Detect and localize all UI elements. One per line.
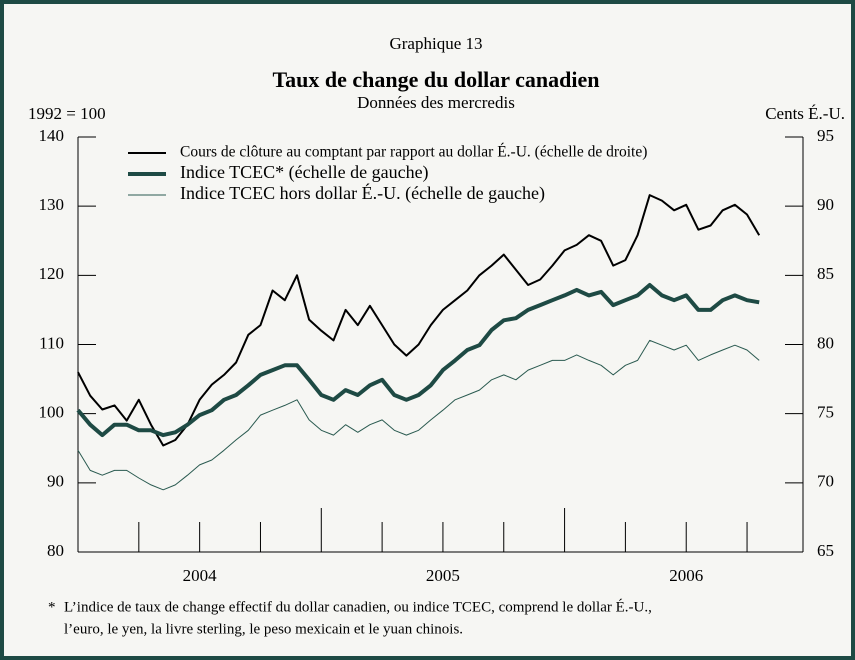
footnote: l’euro, le yen, la livre sterling, le pe… — [64, 621, 463, 637]
y-tick-label: 110 — [39, 333, 64, 352]
x-tick-label: 2006 — [669, 566, 703, 585]
series-line — [76, 283, 760, 438]
y2-tick-label: 70 — [817, 472, 834, 491]
series-line — [77, 194, 761, 447]
y2-tick-label: 95 — [817, 126, 834, 145]
x-tick-label: 2005 — [426, 566, 460, 585]
y-tick-label: 120 — [39, 264, 65, 283]
y-tick-label: 80 — [47, 541, 64, 560]
footnote: L’indice de taux de change effectif du d… — [64, 598, 652, 615]
y2-tick-label: 65 — [817, 541, 834, 560]
y2-tick-label: 75 — [817, 403, 834, 422]
chart-title: Taux de change du dollar canadien — [272, 67, 599, 92]
chart-subtitle: Données des mercredis — [357, 93, 515, 112]
y2-tick-label: 90 — [817, 195, 834, 214]
legend-label: Indice TCEC* (échelle de gauche) — [180, 162, 429, 183]
y2-axis-label: Cents É.-U. — [765, 104, 845, 123]
y-tick-label: 130 — [39, 195, 65, 214]
series-line — [77, 339, 760, 491]
legend-label: Indice TCEC hors dollar É.-U. (échelle d… — [180, 182, 545, 204]
y-tick-label: 90 — [47, 472, 64, 491]
chart-label: Graphique 13 — [389, 34, 482, 53]
footnote-mark: * — [48, 599, 56, 615]
y-axis-label: 1992 = 100 — [28, 104, 106, 123]
y-tick-label: 100 — [39, 403, 65, 422]
y-tick-label: 140 — [39, 126, 65, 145]
legend-label: Cours de clôture au comptant par rapport… — [180, 144, 647, 161]
x-tick-label: 2004 — [183, 566, 218, 585]
y2-tick-label: 85 — [817, 264, 834, 283]
y2-tick-label: 80 — [817, 333, 834, 352]
